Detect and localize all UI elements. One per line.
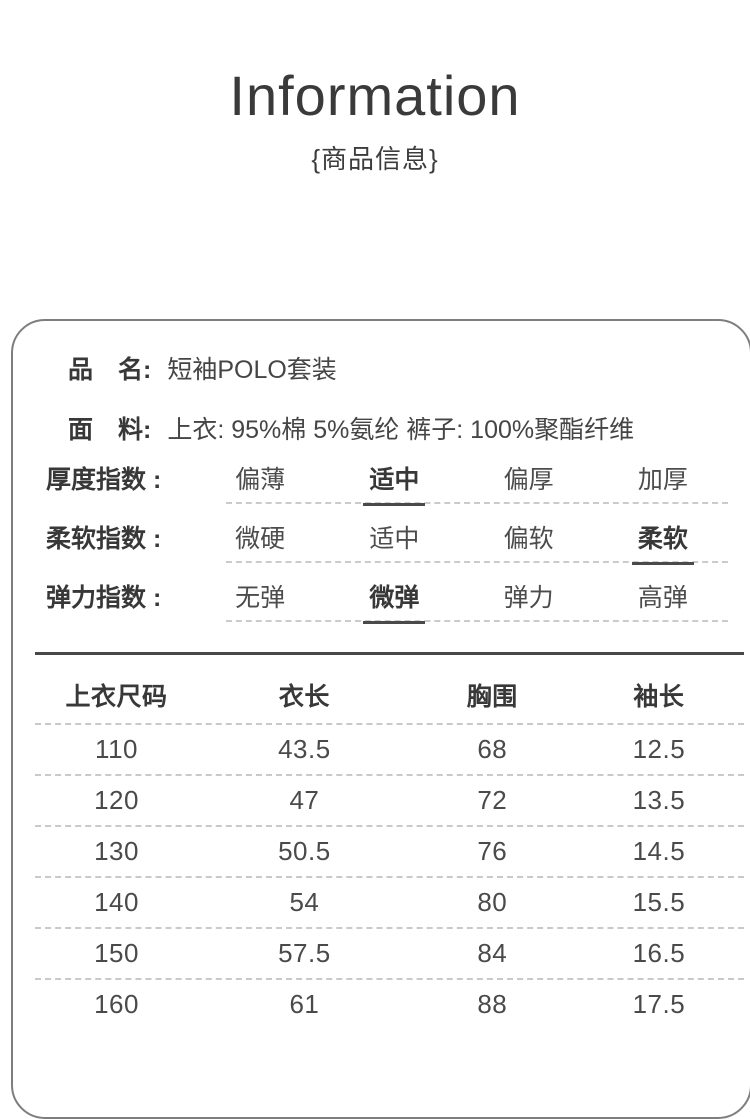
size-cell: 47 (289, 785, 320, 815)
size-cell: 80 (477, 887, 508, 917)
index-option-text: 适中 (369, 466, 420, 494)
index-option: 适中 (369, 525, 420, 553)
dotted-divider (226, 561, 728, 563)
field-value: 上衣: 95%棉 5%氨纶 裤子: 100%聚酯纤维 (167, 416, 635, 444)
size-row: 110 43.5 68 12.5 (35, 725, 744, 776)
size-cell: 16.5 (632, 938, 686, 968)
size-cell: 17.5 (632, 989, 686, 1019)
size-cell: 68 (477, 734, 508, 764)
index-row-elasticity: 弹力指数 : 无弹 微弹 弹力 高弹 (46, 584, 730, 624)
field-value: 短袖POLO套装 (167, 356, 337, 384)
selected-underline (631, 562, 694, 565)
size-cell: 61 (289, 989, 320, 1019)
size-cell: 57.5 (278, 938, 331, 968)
size-header-cell: 袖长 (633, 683, 685, 711)
index-label: 弹力指数 : (46, 584, 162, 612)
size-cell: 12.5 (632, 734, 686, 764)
index-option-selected: 柔软 (596, 525, 730, 565)
size-cell: 130 (94, 836, 139, 866)
index-option: 偏薄 (235, 466, 286, 494)
index-option-text: 柔软 (637, 525, 688, 553)
field-label: 品 名: (68, 356, 152, 384)
size-table-header-row: 上衣尺码 衣长 胸围 袖长 (35, 655, 744, 725)
index-label: 柔软指数 : (46, 525, 162, 553)
index-option: 高弹 (637, 584, 688, 612)
field-label: 面 料: (68, 416, 152, 444)
size-header-cell: 衣长 (278, 683, 330, 711)
size-cell: 54 (289, 887, 320, 917)
size-cell: 43.5 (278, 734, 331, 764)
index-options: 无弹 微弹 弹力 高弹 (193, 584, 730, 624)
index-options: 微硬 适中 偏软 柔软 (193, 525, 730, 565)
field-row-product-name: 品 名: 短袖POLO套装 (68, 355, 730, 385)
size-cell: 140 (94, 887, 139, 917)
size-cell: 84 (477, 938, 508, 968)
size-cell: 50.5 (278, 836, 331, 866)
index-option: 偏厚 (503, 466, 554, 494)
size-header-cell: 胸围 (466, 683, 518, 711)
size-cell: 13.5 (632, 785, 686, 815)
size-cell: 14.5 (632, 836, 686, 866)
size-row: 160 61 88 17.5 (35, 980, 744, 1029)
index-option: 加厚 (637, 466, 688, 494)
product-info-card: 品 名: 短袖POLO套装 面 料: 上衣: 95%棉 5%氨纶 裤子: 100%聚… (11, 319, 750, 1119)
selected-underline (363, 621, 426, 624)
size-cell: 76 (477, 836, 508, 866)
page-subtitle: {商品信息} (311, 144, 439, 174)
index-option: 弹力 (503, 584, 554, 612)
size-cell: 72 (477, 785, 508, 815)
page-header: Information {商品信息} (0, 64, 750, 174)
index-options: 偏薄 适中 偏厚 加厚 (193, 466, 730, 506)
size-row: 130 50.5 76 14.5 (35, 827, 744, 878)
size-cell: 150 (94, 938, 139, 968)
index-row-softness: 柔软指数 : 微硬 适中 偏软 柔软 (46, 525, 730, 565)
field-row-fabric: 面 料: 上衣: 95%棉 5%氨纶 裤子: 100%聚酯纤维 (68, 415, 730, 445)
page-title: Information (229, 64, 521, 127)
index-option-selected: 微弹 (327, 584, 461, 624)
size-row: 120 47 72 13.5 (35, 776, 744, 827)
index-row-thickness: 厚度指数 : 偏薄 适中 偏厚 加厚 (46, 466, 730, 506)
size-cell: 88 (477, 989, 508, 1019)
index-option: 偏软 (503, 525, 554, 553)
index-option: 微硬 (235, 525, 286, 553)
size-cell: 15.5 (632, 887, 686, 917)
index-option: 无弹 (235, 584, 286, 612)
size-header-cell: 上衣尺码 (65, 683, 168, 711)
index-option-selected: 适中 (327, 466, 461, 506)
size-cell: 120 (94, 785, 139, 815)
dotted-divider (226, 502, 728, 504)
index-option-text: 微弹 (369, 584, 420, 612)
size-cell: 160 (94, 989, 139, 1019)
dotted-divider (226, 620, 728, 622)
index-label: 厚度指数 : (46, 466, 162, 494)
selected-underline (363, 503, 426, 506)
size-row: 140 54 80 15.5 (35, 878, 744, 929)
size-cell: 110 (95, 734, 138, 764)
size-row: 150 57.5 84 16.5 (35, 929, 744, 980)
size-table: 上衣尺码 衣长 胸围 袖长 110 43.5 68 12.5 120 47 72… (35, 652, 744, 1029)
